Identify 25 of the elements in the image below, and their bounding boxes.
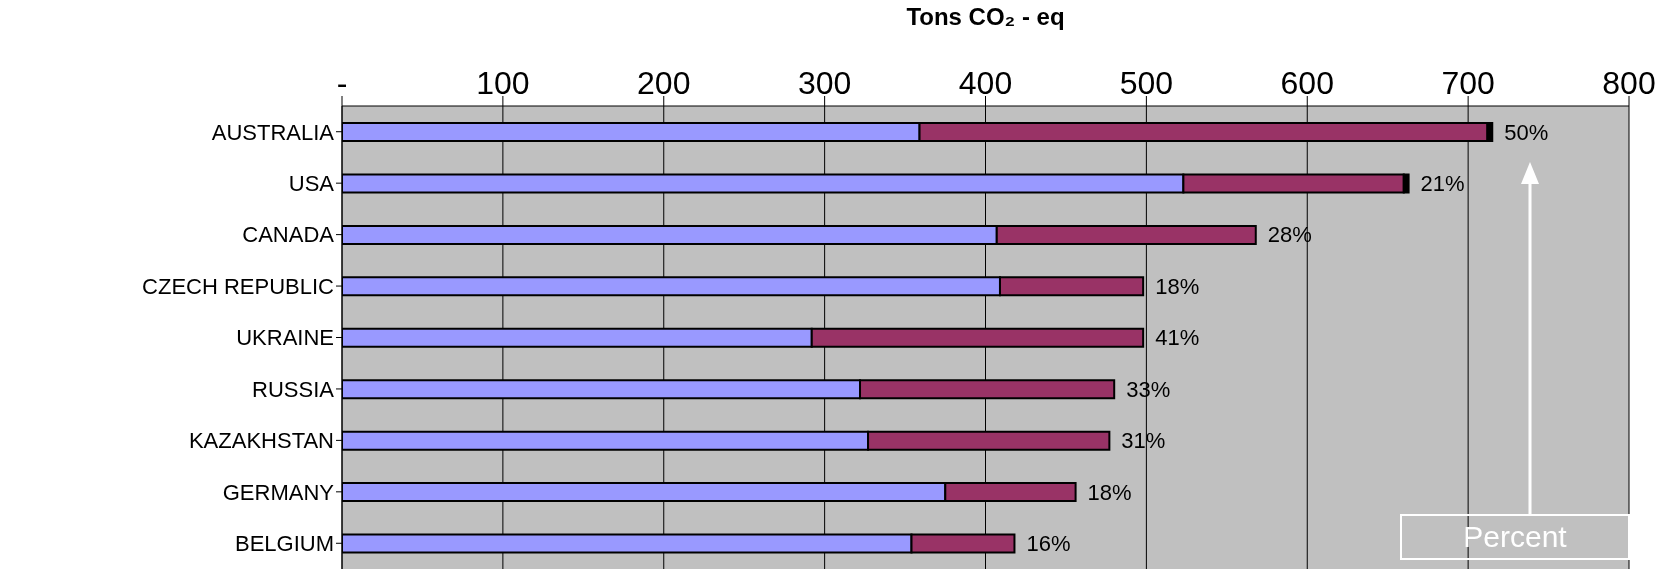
- x-axis-title: Tons CO₂ - eq: [906, 3, 1065, 31]
- y-tick-label: AUSTRALIA: [211, 119, 335, 145]
- x-tick-label: 300: [797, 65, 852, 101]
- y-tick-label: GERMANY: [222, 479, 335, 505]
- y-tick-label: UKRAINE: [236, 325, 334, 351]
- x-tick-label: 500: [1119, 65, 1174, 101]
- x-tick-label: 200: [637, 65, 691, 101]
- x-tick-label: 700: [1441, 65, 1495, 101]
- y-tick-label: USA: [288, 170, 335, 196]
- x-tick-label: 600: [1280, 65, 1334, 101]
- y-tick-label: BELGIUM: [234, 531, 334, 557]
- y-tick-label: CANADA: [242, 222, 335, 248]
- annotation: 18%: [1087, 479, 1132, 505]
- annotation: 41%: [1155, 325, 1200, 351]
- y-tick-label: KAZAKHSTAN: [188, 428, 334, 454]
- annotation: 21%: [1420, 170, 1465, 196]
- x-tick-label: 400: [958, 65, 1013, 101]
- x-tick-label: -: [336, 65, 348, 101]
- annotation: 16%: [1026, 531, 1071, 557]
- x-tick-label: 800: [1602, 65, 1656, 101]
- y-tick-label: CZECH REPUBLIC: [142, 273, 335, 299]
- y-tick-label: RUSSIA: [252, 376, 335, 402]
- x-tick-label: 100: [476, 65, 530, 101]
- annotation: 50%: [1504, 119, 1549, 145]
- annotation: 18%: [1155, 273, 1200, 299]
